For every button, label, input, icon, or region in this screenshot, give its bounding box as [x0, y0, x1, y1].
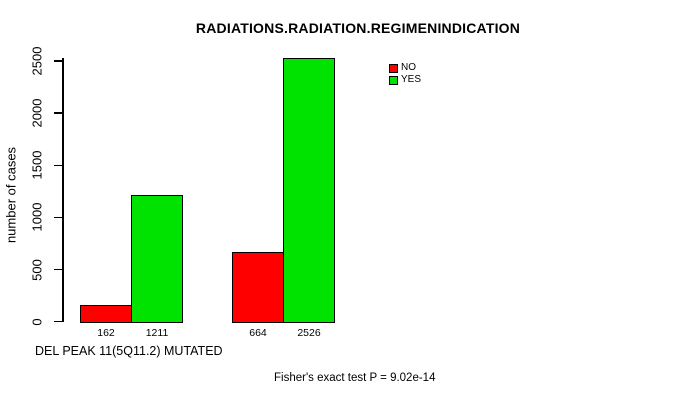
bar-value-label: 664 [249, 327, 267, 339]
legend-label: NO [401, 62, 416, 73]
legend-entry: NO [389, 62, 421, 74]
y-axis-label-text: number of cases [3, 146, 19, 244]
bar-value-label: 2526 [297, 327, 321, 339]
y-axis-line [62, 58, 64, 322]
legend: NO YES [389, 62, 421, 86]
stat-annotation: Fisher's exact test P = 9.02e-14 [274, 372, 436, 384]
legend-swatch-no [389, 63, 398, 73]
y-axis-tick-label-text: 0 [29, 318, 45, 326]
chart-title: RADIATIONS.RADIATION.REGIMENINDICATION [195, 20, 521, 36]
y-axis-tick [54, 164, 62, 167]
y-axis-tick [54, 112, 62, 114]
y-axis-tick [54, 60, 62, 62]
legend-swatch-yes [389, 75, 398, 85]
legend-label: YES [401, 74, 422, 85]
y-axis-tick-label-text: 1000 [29, 202, 45, 232]
y-axis-tick-label-text: 500 [29, 258, 45, 281]
y-axis-tick-label-text: 1500 [29, 150, 45, 180]
bar-value-label: 162 [97, 327, 115, 339]
y-axis-tick [54, 216, 62, 219]
y-axis-tick [54, 320, 62, 323]
legend-entry: YES [389, 74, 421, 86]
bar-no [80, 304, 132, 323]
bar-no [232, 252, 284, 323]
x-axis-label: DEL PEAK 11(5Q11.2) MUTATED [35, 344, 223, 358]
y-axis-tick [54, 268, 62, 271]
bar-value-label: 1211 [145, 327, 169, 339]
bar-yes [131, 195, 183, 323]
y-axis-tick-label-text: 2000 [29, 98, 45, 128]
y-axis-tick-label-text: 2500 [29, 46, 45, 76]
bar-yes [283, 58, 335, 323]
